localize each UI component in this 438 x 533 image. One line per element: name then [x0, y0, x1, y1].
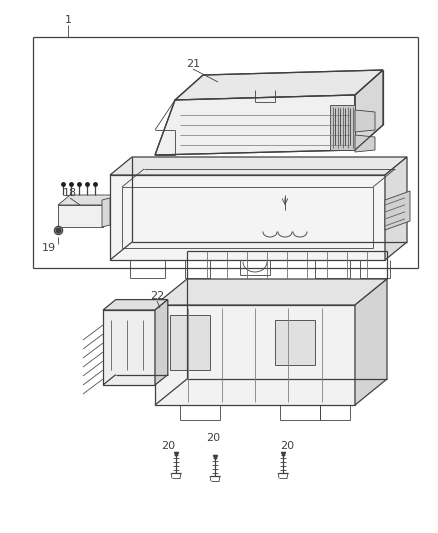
Text: 22: 22 — [150, 291, 164, 301]
Text: 20: 20 — [280, 441, 294, 451]
Text: 18: 18 — [63, 188, 77, 198]
Polygon shape — [385, 191, 410, 230]
Text: 20: 20 — [161, 441, 175, 451]
Polygon shape — [155, 279, 387, 305]
Polygon shape — [170, 315, 210, 370]
Polygon shape — [355, 279, 387, 405]
Polygon shape — [355, 70, 383, 150]
Polygon shape — [110, 175, 385, 260]
Polygon shape — [155, 305, 355, 405]
Polygon shape — [155, 300, 168, 385]
Text: 1: 1 — [64, 15, 71, 25]
Polygon shape — [102, 198, 110, 227]
Polygon shape — [355, 110, 375, 132]
Polygon shape — [385, 157, 407, 260]
Polygon shape — [275, 320, 315, 365]
Polygon shape — [175, 70, 383, 100]
Polygon shape — [110, 157, 407, 175]
Polygon shape — [330, 105, 355, 150]
Polygon shape — [103, 310, 155, 385]
Polygon shape — [155, 95, 355, 155]
Text: 21: 21 — [186, 59, 200, 69]
Text: 20: 20 — [206, 433, 220, 443]
Polygon shape — [103, 300, 168, 310]
Polygon shape — [58, 195, 115, 205]
Polygon shape — [58, 205, 103, 227]
Text: 19: 19 — [42, 243, 56, 253]
Polygon shape — [355, 135, 375, 152]
Polygon shape — [103, 195, 115, 227]
